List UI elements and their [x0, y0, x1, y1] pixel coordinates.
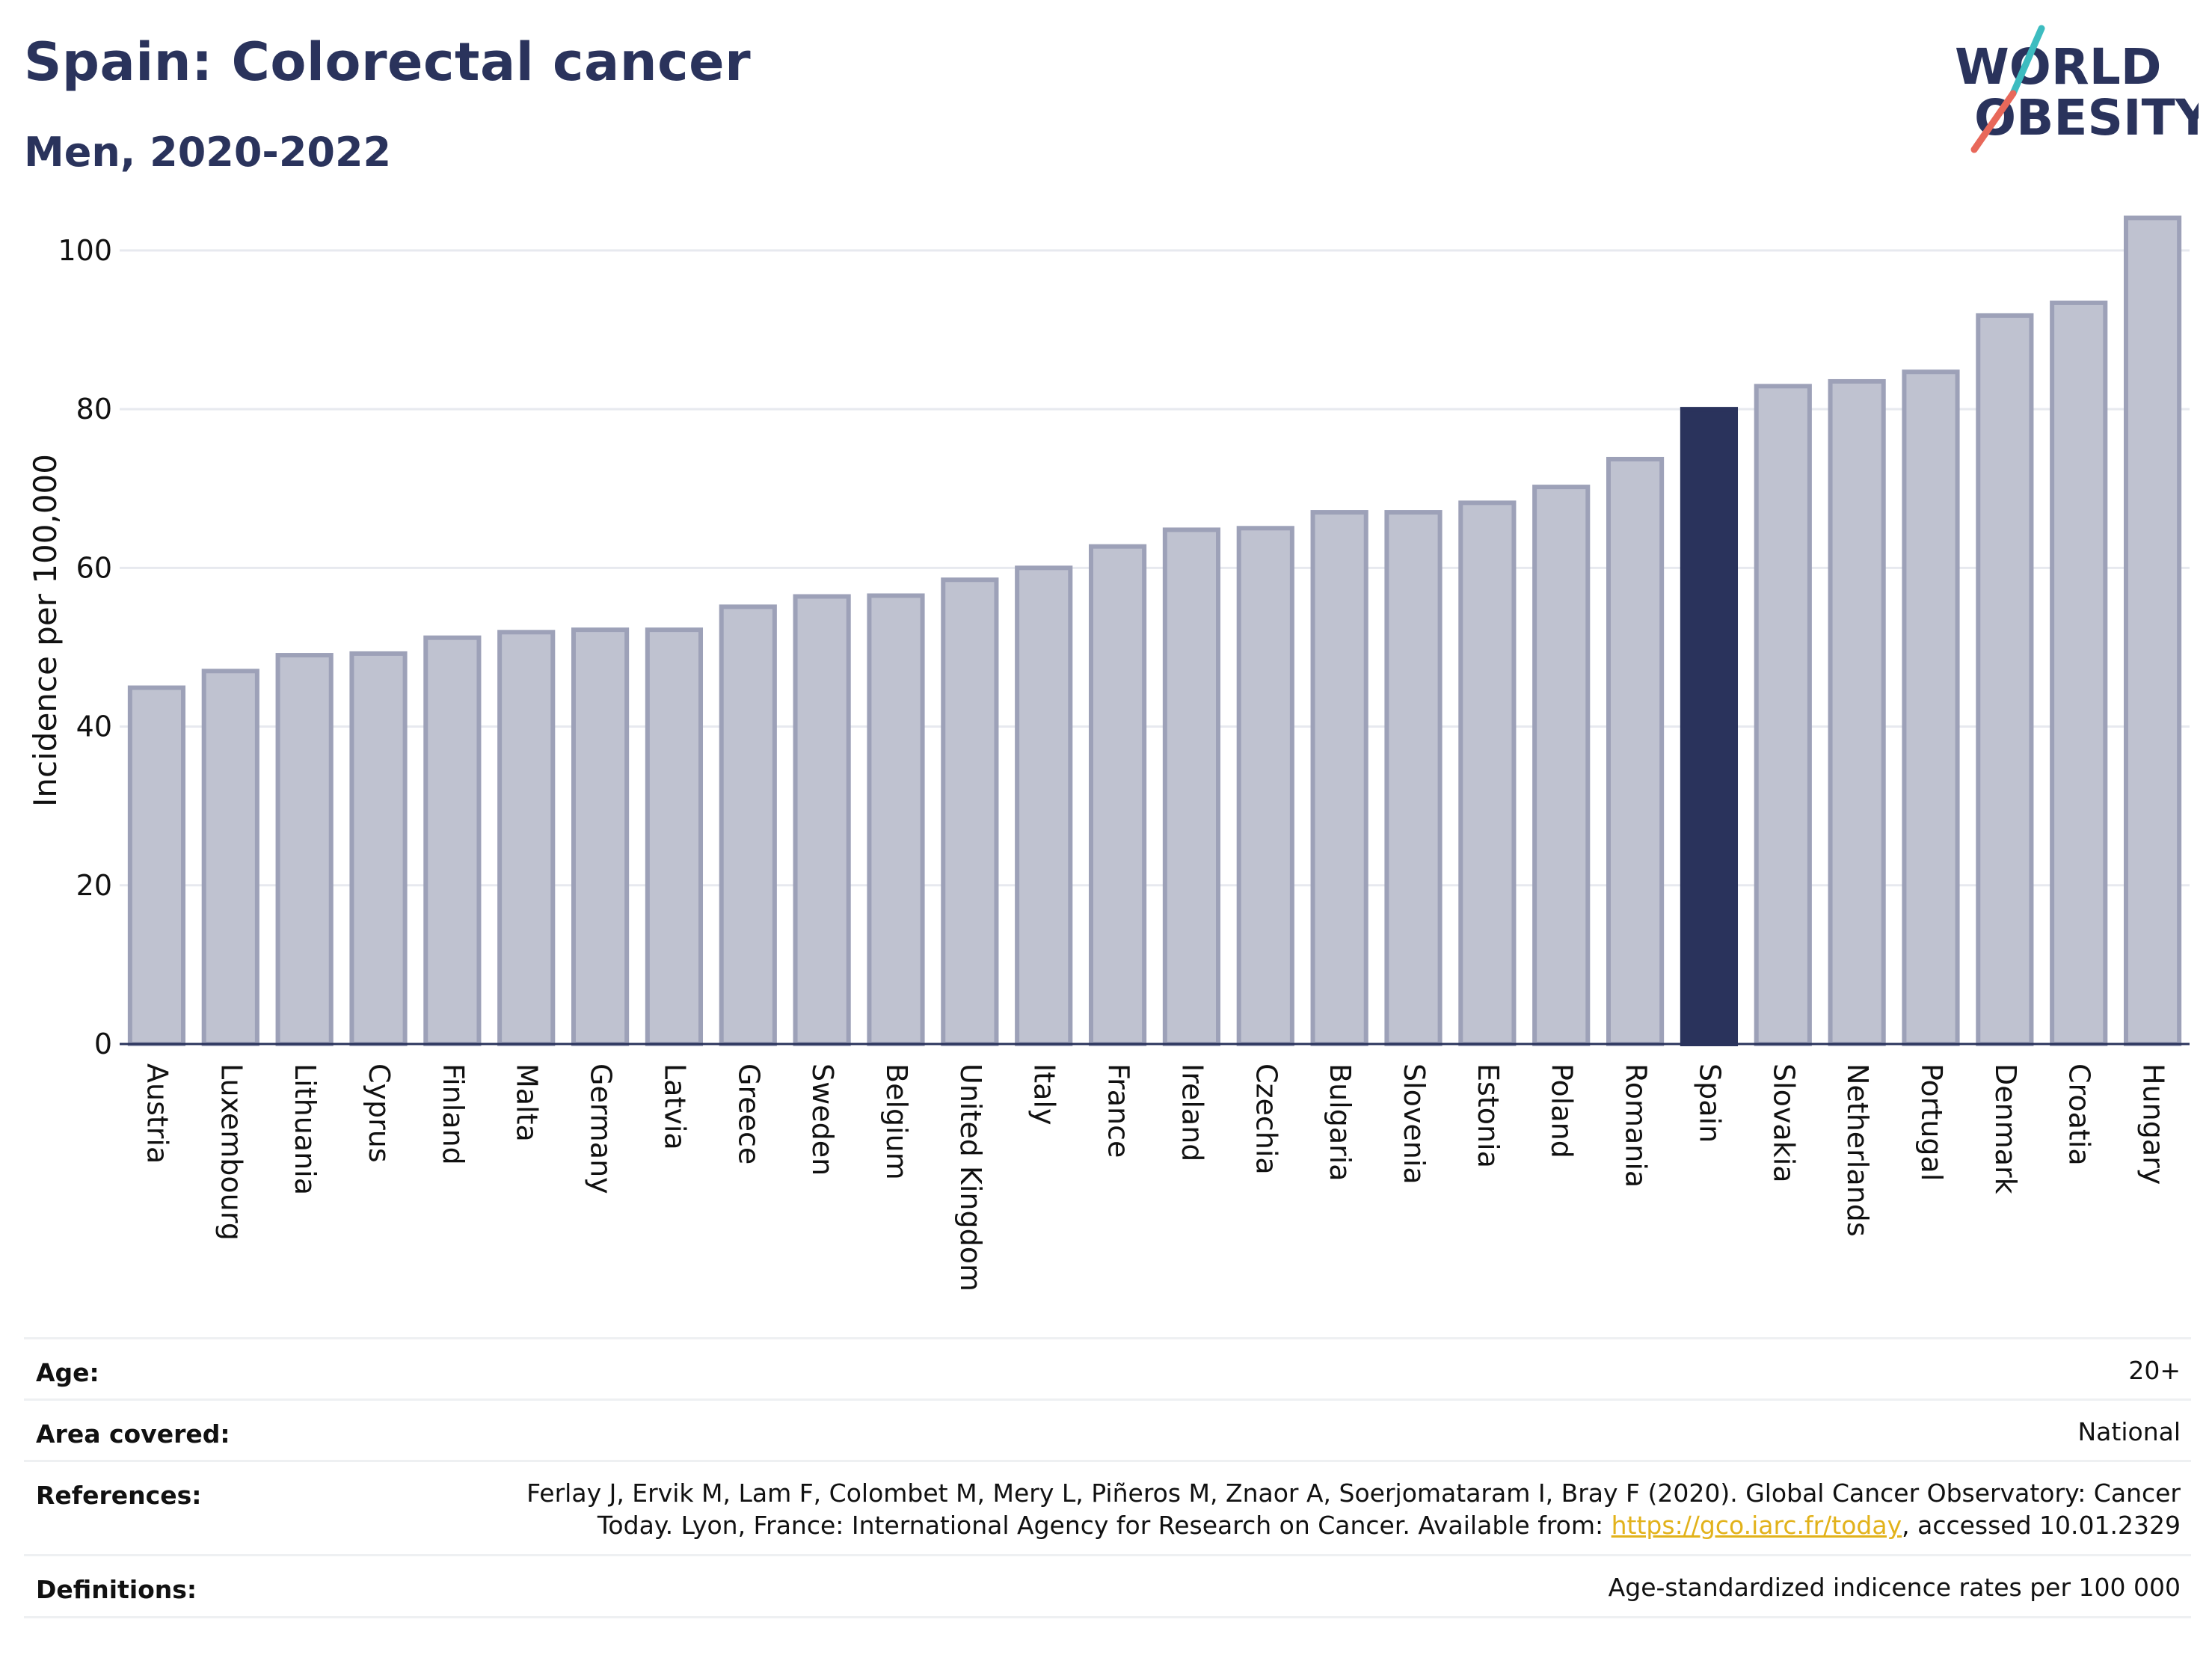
bar-finland — [423, 635, 482, 1046]
bar-lithuania — [275, 653, 334, 1046]
x-tick-label: Germany — [585, 1063, 618, 1194]
x-tick-label: Bulgaria — [1324, 1063, 1357, 1182]
references-line-2: Today. Lyon, France: International Agenc… — [526, 1509, 2181, 1541]
bar-ireland — [1162, 527, 1221, 1046]
x-tick-label: Croatia — [2063, 1063, 2096, 1166]
x-tick-labels: Austria Luxembourg Lithuania Cyprus Finland M… — [141, 1063, 2169, 1292]
x-tick-label: Netherlands — [1841, 1063, 1874, 1237]
bars — [127, 215, 2182, 1047]
meta-age-label: Age: — [36, 1358, 99, 1387]
x-tick-label: Finland — [437, 1063, 470, 1165]
meta-area-label: Area covered: — [36, 1419, 230, 1449]
x-tick-label: Poland — [1546, 1063, 1579, 1158]
page-title: Spain: Colorectal cancer — [24, 31, 752, 93]
x-tick-label: Slovenia — [1398, 1063, 1431, 1185]
meta-row-definitions: Definitions: Age-standardized indicence … — [24, 1554, 2191, 1618]
bar-poland — [1532, 485, 1591, 1046]
y-tick-label: 100 — [58, 234, 112, 267]
meta-row-age: Age: 20+ — [24, 1337, 2191, 1399]
bar-cyprus — [349, 651, 408, 1046]
meta-references-value: Ferlay J, Ervik M, Lam F, Colombet M, Me… — [526, 1477, 2181, 1541]
bar-czechia — [1236, 526, 1294, 1046]
x-tick-label: Belgium — [880, 1063, 913, 1180]
bar-italy — [1015, 565, 1073, 1046]
y-tick-labels: 0 20 40 60 80 100 — [58, 234, 112, 1060]
bar-malta — [497, 630, 556, 1046]
bar-france — [1088, 544, 1147, 1046]
x-tick-label: Denmark — [1989, 1063, 2022, 1194]
references-line-2-pre: Today. Lyon, France: International Agenc… — [597, 1511, 1612, 1540]
logo-line-1: WORLD — [1955, 38, 2162, 96]
y-tick-label: 0 — [94, 1028, 112, 1060]
bar-croatia — [2050, 300, 2108, 1046]
bar-sweden — [793, 594, 851, 1046]
x-tick-label: Cyprus — [363, 1063, 396, 1163]
x-tick-label: Portugal — [1915, 1063, 1948, 1181]
logo-slash-top — [2009, 25, 2045, 97]
x-tick-label: Austria — [141, 1063, 173, 1164]
page-subtitle: Men, 2020-2022 — [24, 129, 392, 176]
meta-references-label: References: — [36, 1481, 202, 1510]
x-tick-label: Malta — [511, 1063, 544, 1142]
x-tick-label: Hungary — [2137, 1063, 2170, 1185]
x-tick-label: Czechia — [1250, 1063, 1282, 1175]
meta-definitions-label: Definitions: — [36, 1575, 197, 1604]
bar-slovakia — [1754, 384, 1812, 1046]
x-tick-label: Romania — [1620, 1063, 1653, 1188]
x-tick-label: Ireland — [1176, 1063, 1208, 1161]
x-tick-label: Lithuania — [289, 1063, 322, 1195]
x-tick-label: Sweden — [806, 1063, 839, 1176]
x-tick-label: Estonia — [1472, 1063, 1505, 1168]
bar-portugal — [1902, 369, 1960, 1046]
references-line-2-post: , accessed 10.01.2329 — [1902, 1511, 2181, 1540]
bar-denmark — [1976, 313, 2034, 1046]
bar-bulgaria — [1310, 510, 1368, 1046]
bar-greece — [719, 604, 777, 1046]
bar-chart: 0 20 40 60 80 100 Austria Luxembourg Lithuania C… — [27, 215, 2190, 1292]
bar-romania — [1606, 456, 1665, 1046]
x-tick-label: Slovakia — [1767, 1063, 1800, 1183]
x-tick-label: United Kingdom — [954, 1063, 987, 1292]
bar-belgium — [867, 593, 925, 1046]
bar-germany — [571, 627, 630, 1046]
bar-united-kingdom — [941, 577, 999, 1046]
y-tick-label: 60 — [76, 551, 112, 584]
bar-slovenia — [1384, 510, 1443, 1046]
bar-luxembourg — [201, 669, 259, 1046]
bar-latvia — [645, 627, 704, 1046]
y-tick-label: 80 — [76, 393, 112, 426]
logo-slash-bottom — [1970, 90, 2017, 153]
meta-row-references: References: Ferlay J, Ervik M, Lam F, Co… — [24, 1460, 2191, 1555]
x-tick-label: France — [1102, 1063, 1135, 1158]
x-tick-label: Latvia — [658, 1063, 691, 1150]
bar-hungary — [2123, 215, 2182, 1047]
bar-austria — [127, 685, 186, 1046]
y-axis-label: Incidence per 100,000 — [27, 454, 64, 807]
bar-netherlands — [1828, 378, 1886, 1046]
y-tick-label: 20 — [76, 869, 112, 902]
meta-definitions-value: Age-standardized indicence rates per 100… — [1608, 1573, 2181, 1602]
bar-spain — [1680, 407, 1739, 1046]
x-tick-label: Italy — [1028, 1063, 1061, 1125]
meta-row-area: Area covered: National — [24, 1398, 2191, 1461]
bar-estonia — [1458, 500, 1517, 1046]
world-obesity-logo: WORLD OBESITY — [1955, 25, 2199, 153]
x-tick-label: Spain — [1693, 1063, 1726, 1143]
x-tick-label: Greece — [732, 1063, 765, 1164]
meta-area-value: National — [2077, 1417, 2181, 1446]
y-tick-label: 40 — [76, 710, 112, 743]
references-link[interactable]: https://gco.iarc.fr/today — [1611, 1511, 1902, 1540]
meta-age-value: 20+ — [2128, 1356, 2181, 1385]
x-tick-label: Luxembourg — [215, 1063, 248, 1241]
references-line-1: Ferlay J, Ervik M, Lam F, Colombet M, Me… — [526, 1479, 2181, 1508]
